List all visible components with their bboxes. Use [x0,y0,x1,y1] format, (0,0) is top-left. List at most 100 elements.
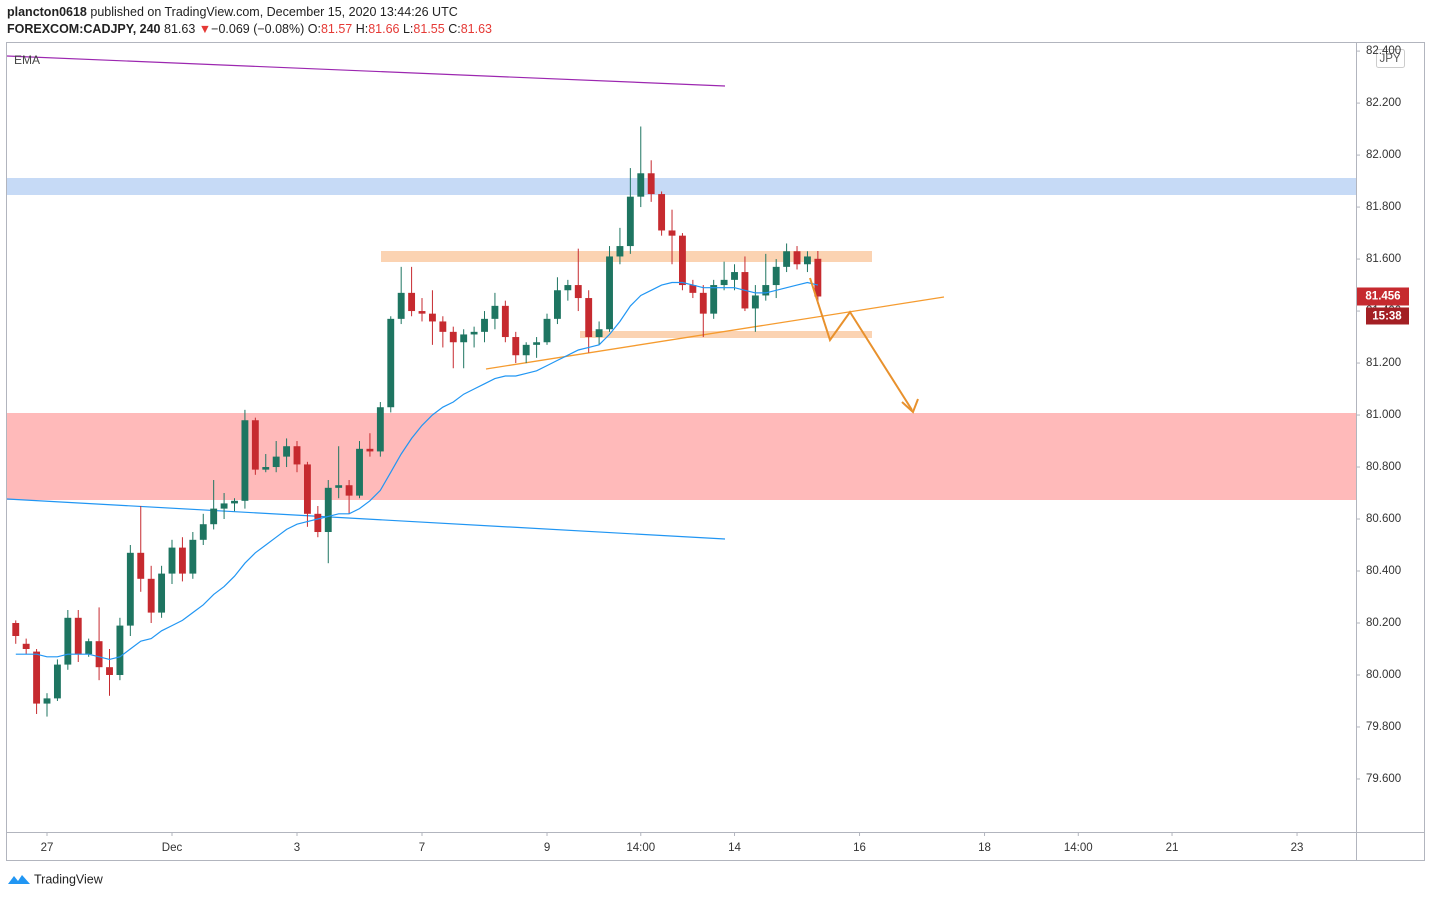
candle-body [335,485,343,488]
candle-body [178,547,186,574]
candle-body [303,464,311,514]
candle-body [720,279,728,286]
ema-line [15,281,819,661]
candle-body [12,622,20,636]
candle-body [616,246,624,257]
last-price-box [1357,287,1409,306]
candle-body [231,500,238,504]
arrow-head [901,398,919,414]
candle-body [33,651,41,704]
candle-body [762,285,770,296]
publish-line: plancton0618 published on TradingView.co… [7,5,458,19]
candle-body [189,539,197,574]
x-tick-label: 23 [1291,842,1304,854]
h-value: 81.66 [368,22,400,36]
l-label: L: [402,22,414,36]
candle-body [783,251,791,267]
candle-body [22,643,30,649]
last-price: 81.456 [1365,291,1400,303]
x-tick-label: Dec [162,842,183,854]
trendline [6,498,726,540]
candle-body [533,342,541,345]
candle-body [751,295,759,309]
x-tick-label: 14:00 [626,842,655,854]
trendline [6,55,726,87]
candle-body [158,573,166,613]
x-tick-label: 18 [978,842,991,854]
candle-body [418,311,426,314]
indicator-legend: EMA [14,53,40,67]
candle-body [793,251,801,265]
candle-body [324,487,332,533]
y-tick-label: 82.200 [1366,97,1401,109]
y-tick-label: 82.400 [1366,45,1401,57]
candle-body [95,641,103,668]
candle-body [585,298,593,338]
candle-body [689,285,697,293]
candle-body [366,448,374,452]
candle-body [543,318,551,343]
published: published on TradingView.com, December 1… [90,5,458,19]
countdown: 15:38 [1372,311,1402,323]
candle-body [428,313,436,322]
candle-body [678,235,686,286]
candle-body [731,272,738,280]
candle-body [241,420,249,501]
user: plancton0618 [7,5,87,19]
trendline [485,296,945,370]
candle-body [314,513,322,533]
x-tick-label: 27 [41,842,54,854]
drawings [6,55,1356,540]
candle-body [272,456,280,468]
candle-body [491,305,499,319]
candle-body [387,318,395,408]
projection [809,277,919,414]
candle-body [220,503,228,509]
candle-body [501,305,509,338]
change: −0.069 (−0.08%) [211,22,305,36]
candle-body [637,173,645,197]
candle-body [804,256,811,265]
candle-body [137,552,145,579]
candle-body [439,321,447,332]
candle-body [668,230,676,236]
candle-body [553,290,561,319]
candle-body [449,331,457,343]
candle-body [470,331,478,335]
candle-body [126,552,134,626]
candle-body [85,641,93,655]
o-value: 81.57 [320,22,353,36]
symbol: FOREXCOM:CADJPY, 240 [7,22,161,36]
o-label: O: [307,22,321,36]
candle-body [106,667,113,675]
y-tick-label: 80.000 [1366,669,1401,681]
candle-body [356,448,363,496]
currency-box [1376,49,1405,68]
l-value: 81.55 [413,22,445,36]
candle-body [53,664,61,699]
c-label: C: [448,22,461,36]
candle-body [262,467,270,470]
brand: TradingView [8,872,104,886]
candle-body [199,524,207,540]
x-tick-label: 21 [1166,842,1179,854]
candle-body [481,318,488,332]
x-tick-label: 7 [419,842,425,854]
candle-body [168,547,176,574]
candle-body [564,285,572,291]
candle-body [408,292,416,312]
candle-body [574,285,582,299]
candle-body [64,617,72,665]
demand-zone [7,413,1356,500]
supply-zone [7,178,1356,195]
candle-body [699,292,707,314]
y-tick-label: 80.600 [1366,513,1401,525]
candle-body [283,446,291,457]
y-tick-label: 79.600 [1366,773,1401,785]
logo [8,875,30,884]
candle-body [210,508,218,525]
y-tick-label: 81.000 [1366,409,1401,421]
candle-body [814,258,822,297]
